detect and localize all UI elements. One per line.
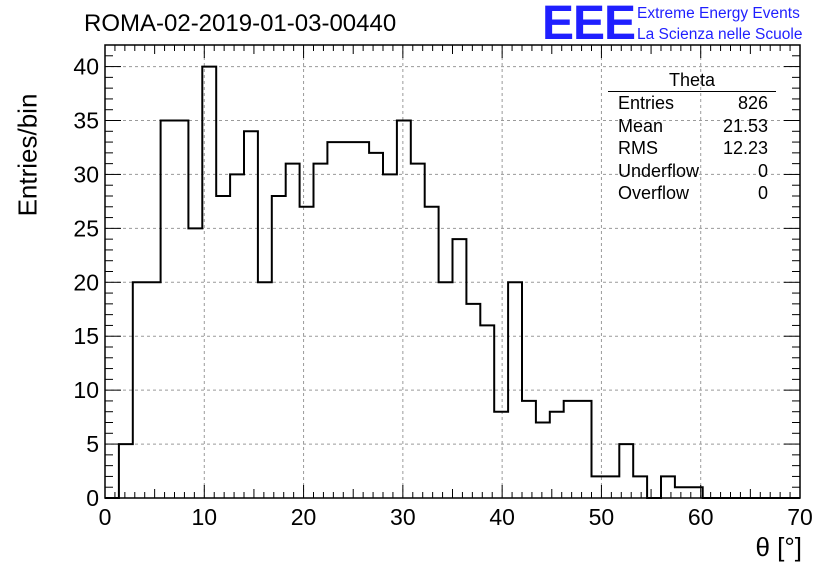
histogram-line — [105, 65, 800, 499]
histogram-bin — [633, 476, 647, 498]
stats-value: 826 — [737, 93, 768, 113]
histogram-bin — [258, 282, 272, 498]
y-tick-label: 35 — [73, 108, 99, 134]
histogram-bin — [494, 412, 508, 498]
histogram-bin — [341, 142, 355, 498]
histogram-bin — [453, 239, 467, 498]
stats-label: Entries — [618, 93, 675, 113]
histogram-bin — [536, 423, 550, 499]
histogram-bin — [397, 121, 411, 499]
histogram-bin — [411, 164, 425, 498]
histogram-bin — [133, 282, 147, 498]
x-tick-label: 0 — [99, 504, 112, 530]
histogram-bin — [383, 174, 397, 498]
stats-value: 12.23 — [722, 138, 768, 158]
histogram-bin — [605, 476, 619, 498]
histogram-bin — [661, 476, 675, 498]
x-tick-label: 30 — [390, 504, 416, 530]
stats-row-entries: Entries 826 — [608, 92, 776, 115]
histogram-bin — [425, 207, 439, 498]
histogram-bin — [119, 444, 133, 498]
histogram-bin — [619, 444, 633, 498]
stats-label: RMS — [618, 138, 658, 158]
histogram-bin — [550, 412, 564, 498]
histogram-bin — [244, 131, 258, 498]
logo-caption-line2: La Scienza nelle Scuole — [637, 26, 803, 43]
histogram-bin — [216, 196, 230, 498]
stats-box: Theta Entries 826 Mean 21.53 RMS 12.23 U… — [608, 70, 776, 205]
y-tick-label: 25 — [73, 215, 99, 241]
x-tick-label: 20 — [291, 504, 317, 530]
histogram-bin — [564, 401, 578, 498]
stats-row-rms: RMS 12.23 — [608, 137, 776, 160]
histogram-bin — [175, 121, 189, 499]
stats-label: Mean — [618, 115, 664, 136]
stats-row-mean: Mean 21.53 — [608, 115, 776, 138]
histogram-bin — [522, 401, 536, 498]
histogram-bin — [592, 476, 606, 498]
histogram-bin — [202, 67, 216, 498]
stats-title: Theta — [608, 70, 776, 92]
y-tick-label: 20 — [73, 269, 99, 295]
stats-value: 0 — [757, 160, 768, 181]
stats-value: 21.53 — [722, 115, 768, 136]
histogram-bin — [230, 174, 244, 498]
eee-logo: EEE — [542, 0, 636, 50]
histogram-bin — [508, 282, 522, 498]
histogram-bin — [675, 487, 689, 498]
histogram-bin — [188, 228, 202, 498]
x-axis-label: θ [°] — [755, 532, 802, 562]
histogram-bin — [355, 142, 369, 498]
stats-row-overflow: Overflow 0 — [608, 182, 776, 205]
y-tick-label: 30 — [73, 161, 99, 187]
y-tick-label: 5 — [86, 431, 99, 457]
x-tick-label: 40 — [489, 504, 515, 530]
stats-label: Overflow — [618, 183, 690, 203]
histogram-bin — [578, 401, 592, 498]
y-axis-label-text: Entries/bin — [12, 93, 43, 217]
histogram-bin — [439, 282, 453, 498]
stats-label: Underflow — [618, 160, 700, 181]
y-tick-label: 10 — [73, 377, 99, 403]
x-tick-label: 10 — [191, 504, 217, 530]
chart-title: ROMA-02-2019-01-03-00440 — [84, 10, 397, 37]
y-tick-label: 0 — [86, 485, 99, 511]
histogram-bin — [272, 196, 286, 498]
histogram-bin — [161, 121, 175, 499]
x-tick-label: 60 — [688, 504, 714, 530]
histogram-bin — [369, 153, 383, 498]
y-tick-label: 40 — [73, 54, 99, 80]
histogram-bin — [286, 164, 300, 498]
y-tick-label: 15 — [73, 323, 99, 349]
stats-row-underflow: Underflow 0 — [608, 160, 776, 183]
histogram-bin — [300, 207, 314, 498]
histogram-bin — [466, 304, 480, 498]
y-axis-label: Entries/bin — [8, 94, 48, 217]
histogram-bin — [480, 325, 494, 498]
logo-caption-line1: Extreme Energy Events — [637, 5, 800, 22]
x-tick-label: 70 — [787, 504, 813, 530]
x-tick-label: 50 — [589, 504, 615, 530]
histogram-bin — [314, 164, 328, 498]
logo-caption: Extreme Energy Events La Scienza nelle S… — [637, 3, 802, 45]
stats-value: 0 — [757, 183, 768, 203]
histogram-bin — [147, 282, 161, 498]
histogram-bin — [327, 142, 341, 498]
